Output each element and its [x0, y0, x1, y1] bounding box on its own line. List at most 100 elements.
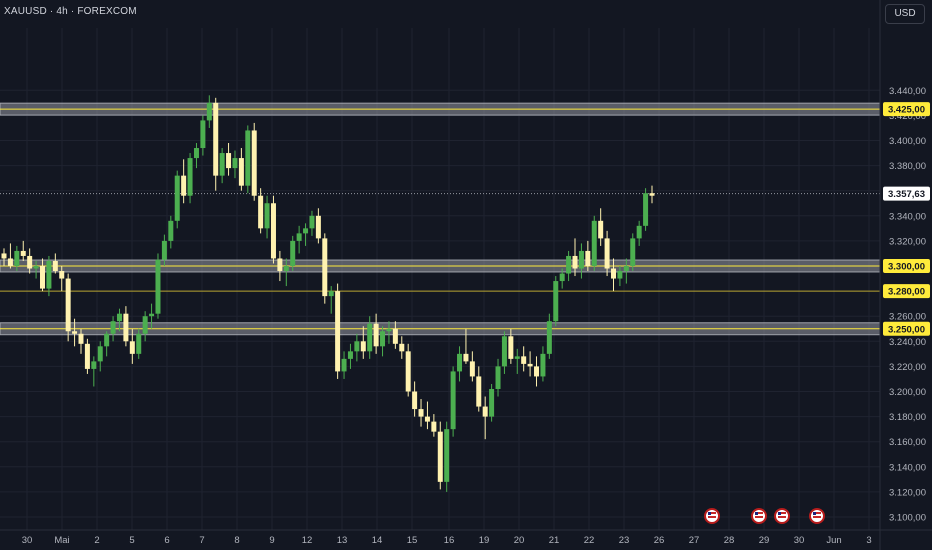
candle-body-bear: [431, 421, 437, 432]
x-tick-label: 7: [199, 535, 204, 546]
level-price-label: 3.425,00: [888, 105, 925, 116]
candle-body-bear: [482, 406, 488, 417]
candle-body-bear: [373, 323, 379, 347]
y-tick-label: 3.340,00: [889, 211, 926, 222]
economic-event-flag-icon[interactable]: [809, 508, 825, 524]
x-tick-label: 27: [689, 535, 700, 546]
x-tick-label: 28: [724, 535, 735, 546]
level-price-label: 3.250,00: [888, 324, 925, 335]
candle-body-bull: [161, 240, 167, 260]
x-tick-label: 21: [549, 535, 560, 546]
event-icon-canton: [778, 512, 781, 515]
candle-body-bull: [168, 220, 174, 241]
candle-body-bull: [328, 291, 334, 297]
candle-body-bull: [110, 321, 116, 334]
candle-body-bull: [91, 361, 97, 369]
candle-body-bull: [591, 220, 597, 266]
candle-body-bull: [219, 153, 225, 176]
event-icon-stripe: [778, 512, 786, 514]
candle-body-bear: [412, 391, 418, 410]
event-icon-stripe: [708, 516, 716, 518]
candle-body-bear: [123, 313, 129, 342]
candle-body-bear: [65, 278, 71, 332]
last-price-label-bg: [883, 186, 930, 201]
level-price-label-bg: [883, 259, 930, 273]
candle-body-bear: [84, 343, 90, 369]
y-tick-label: 3.140,00: [889, 462, 926, 473]
event-icon-stripe: [755, 512, 763, 514]
y-tick-label: 3.100,00: [889, 513, 926, 524]
x-tick-label: 15: [407, 535, 418, 546]
candle-body-bull: [566, 255, 572, 274]
candle-body-bear: [59, 271, 65, 279]
x-tick-label: 20: [514, 535, 525, 546]
x-tick-label: 22: [584, 535, 595, 546]
candle-body-bull: [155, 259, 161, 314]
candle-body-bear: [226, 153, 232, 169]
candle-body-bull: [142, 316, 148, 334]
level-price-label-bg: [883, 321, 930, 336]
candle-body-bear: [251, 130, 257, 196]
candle-body-bull: [617, 271, 623, 279]
candle-body-bear: [418, 409, 424, 417]
candle-body-bear: [437, 431, 443, 482]
candle-body-bear: [476, 376, 482, 407]
candle-body-bull: [630, 238, 636, 266]
candle-body-bull: [116, 313, 122, 322]
candle-body-bear: [649, 193, 655, 196]
economic-event-flag-icon[interactable]: [751, 508, 767, 524]
y-tick-label: 3.160,00: [889, 437, 926, 448]
y-tick-label: 3.220,00: [889, 362, 926, 373]
candle-body-bull: [367, 323, 373, 352]
x-tick-label: 5: [129, 535, 134, 546]
candle-body-bear: [39, 266, 45, 289]
price-labels: 3.425,00 3.300,00 3.280,00 3.250,00 3.357,63: [883, 102, 930, 336]
candle-body-bear: [129, 341, 135, 354]
candles: [1, 95, 655, 492]
y-tick-label: 3.380,00: [889, 161, 926, 172]
economic-event-flag-icon[interactable]: [774, 508, 790, 524]
candle-body-bull: [309, 215, 315, 229]
candle-body-bear: [72, 331, 78, 334]
candle-body-bull: [489, 388, 495, 417]
candle-body-bull: [450, 371, 456, 430]
x-tick-label: 30: [794, 535, 805, 546]
currency-button[interactable]: USD: [885, 4, 925, 24]
event-icon-canton: [708, 512, 711, 515]
candle-body-bull: [495, 366, 501, 389]
candle-body-bull: [380, 331, 386, 347]
level-price-label-bg: [883, 102, 930, 117]
x-tick-label: Jun: [826, 535, 841, 546]
candle-body-bull: [33, 266, 39, 269]
candle-body-bull: [14, 250, 20, 266]
candle-body-bull: [540, 353, 546, 377]
candle-body-bull: [341, 358, 347, 372]
candle-body-bull: [193, 148, 199, 159]
candle-body-bull: [303, 228, 309, 234]
economic-event-flag-icon[interactable]: [704, 508, 720, 524]
candle-body-bull: [149, 313, 155, 317]
candle-body-bear: [52, 260, 58, 272]
candle-body-bull: [290, 240, 296, 266]
candle-body-bear: [611, 268, 617, 279]
candle-body-bear: [399, 343, 405, 352]
candle-body-bull: [386, 328, 392, 332]
candle-body-bull: [514, 356, 520, 359]
candle-body-bull: [623, 266, 629, 272]
candle-body-bear: [585, 250, 591, 266]
candle-body-bull: [444, 429, 450, 482]
candle-body-bear: [405, 351, 411, 392]
candle-body-bear: [598, 220, 604, 239]
candle-body-bull: [245, 130, 251, 186]
x-tick-label: 23: [619, 535, 630, 546]
candle-body-bear: [270, 203, 276, 259]
event-icon-stripe: [778, 516, 786, 518]
x-tick-label: 30: [22, 535, 33, 546]
event-icons[interactable]: [704, 508, 825, 524]
candle-body-bear: [213, 102, 219, 176]
y-tick-label: 3.420,00: [889, 111, 926, 122]
y-tick-label: 3.180,00: [889, 412, 926, 423]
y-tick-label: 3.320,00: [889, 236, 926, 247]
